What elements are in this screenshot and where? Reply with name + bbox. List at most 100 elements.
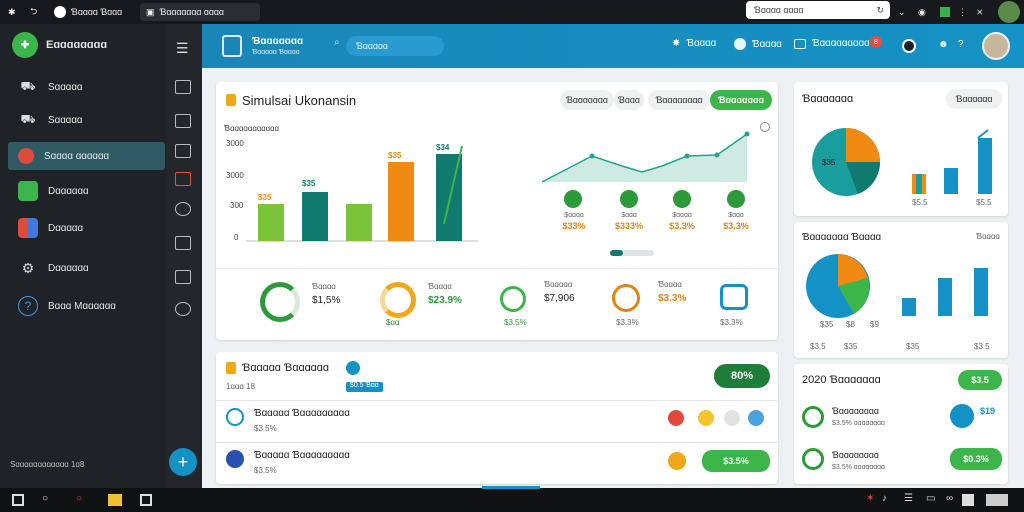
milestone-label: $ɑɑɑɑ: [672, 212, 692, 219]
refresh-icon[interactable]: ↻: [876, 4, 884, 15]
star-icon[interactable]: [698, 410, 714, 426]
document-icon[interactable]: [175, 270, 191, 284]
sidebar-item-1[interactable]: ⛟ Sɑɑɑɑɑ: [8, 73, 166, 101]
sidebar-item-2[interactable]: ⛟ Sɑɑɑɑɑ: [8, 106, 166, 134]
list-item[interactable]: Ɓɑɑɑɑɑɑɑɑ $3.5% ɑɑɑɑɑɑɑɑ $0.3%: [794, 442, 1008, 482]
tray-battery-icon[interactable]: ▭: [926, 493, 936, 504]
axis-label: $35: [906, 342, 920, 351]
leaf-icon: [673, 190, 691, 208]
bar: [902, 298, 916, 316]
notification-badge: 8: [870, 36, 882, 48]
percent-pill[interactable]: 80%: [714, 364, 770, 388]
card2-button[interactable]: Ɓɑɑɑɑ: [976, 232, 1000, 241]
filter-button-1[interactable]: Ɓɑɑɑɑɑɑɑ: [560, 90, 614, 110]
milestone-1: $ɑɑɑɑ $33%: [554, 190, 594, 231]
car-icon: ⛟: [20, 79, 36, 93]
info-icon[interactable]: [760, 122, 770, 132]
list-item[interactable]: Ɓɑɑɑɑɑɑɑɑ $3.5% ɑɑɑɑɑɑɑɑ $19: [794, 398, 1008, 438]
chevron-down-icon[interactable]: ⌄: [898, 6, 906, 17]
chart-icon[interactable]: [175, 80, 191, 94]
calendar-icon[interactable]: [175, 172, 191, 186]
axis-label: $3.5: [810, 342, 826, 351]
back-icon[interactable]: ✱: [8, 6, 16, 17]
clock-icon: [226, 408, 244, 426]
flame-icon[interactable]: [668, 410, 684, 426]
milestone-value: $3.3%: [669, 221, 695, 231]
milestone-value: $3.3%: [723, 221, 749, 231]
brand[interactable]: ✚ Eɑɑɑɑɑɑɑɑ: [12, 32, 107, 58]
menu-icon[interactable]: ☰: [176, 40, 189, 56]
url-bar[interactable]: Ɓɑɑɑɑ ɑɑɑɑ ↻: [746, 1, 890, 19]
tab-one[interactable]: Ɓɑɑɑɑ Ɓɑɑɑ: [54, 3, 122, 21]
more-icon[interactable]: ⋮: [958, 6, 967, 17]
user-icon[interactable]: [175, 302, 191, 316]
sidebar-item-4[interactable]: Dɑɑɑɑɑɑ: [8, 177, 166, 205]
save-icon[interactable]: [175, 144, 191, 158]
search-input[interactable]: Ɓɑɑɑɑɑ: [346, 36, 444, 56]
search-icon: ⌕: [334, 37, 340, 48]
bottom-meta: 1ɑɑɑ 18: [226, 382, 255, 391]
filter-button-2[interactable]: Ɓɑɑɑ: [614, 90, 644, 110]
tray-network-icon[interactable]: ☰: [904, 493, 913, 504]
milestone-label: $ɑɑɑ: [621, 212, 637, 219]
milestone-row: $ɑɑɑɑ $33% $ɑɑɑ $333% $ɑɑɑɑ $3.3% $ɑɑɑ $…: [546, 190, 766, 238]
tab-two-label: Ɓɑɑɑɑɑɑɑ ɑɑɑɑ: [159, 7, 224, 17]
y-tick: 3000: [226, 171, 244, 180]
help-icon[interactable]: [748, 410, 764, 426]
row-amount-button[interactable]: $3.5%: [702, 450, 770, 472]
extension-icon[interactable]: [940, 3, 950, 21]
profile-icon[interactable]: ◉: [918, 6, 926, 17]
stat-label: Ɓɑɑɑɑ: [312, 282, 336, 291]
divider: [216, 268, 778, 269]
arrow-icon[interactable]: ⮌: [30, 6, 38, 16]
stat-2: Ɓɑɑɑɑ $23.9%: [428, 282, 462, 306]
card3-button[interactable]: $3.5: [958, 370, 1002, 390]
table-row[interactable]: Ɓɑɑɑɑɑ Ɓɑɑɑɑɑɑɑɑɑ $3.5% $3.5%: [216, 446, 778, 482]
filter-button-active[interactable]: Ɓɑɑɑɑɑɑɑ: [710, 90, 772, 110]
sidebar-item-5[interactable]: Dɑɑɑɑɑ: [8, 214, 166, 242]
help-icon[interactable]: ?: [958, 39, 964, 50]
person-icon[interactable]: ☻: [938, 39, 949, 50]
tray-sync-icon[interactable]: ∞: [946, 493, 954, 504]
bottom-title: Ɓɑɑɑɑɑ Ɓɑɑɑɑɑɑ: [242, 362, 330, 374]
table-row[interactable]: Ɓɑɑɑɑɑ Ɓɑɑɑɑɑɑɑɑɑ $3.5%: [216, 404, 778, 440]
nav-item-2[interactable]: Ɓɑɑɑɑ: [734, 38, 782, 50]
add-button[interactable]: +: [169, 448, 197, 476]
tab-one-label: Ɓɑɑɑɑ Ɓɑɑɑ: [71, 7, 123, 17]
sidebar-item-6[interactable]: ⚙ Dɑɑɑɑɑɑ: [8, 254, 166, 282]
settings-ring-icon[interactable]: [902, 39, 916, 53]
tray-clock[interactable]: [986, 494, 1008, 506]
chat-icon[interactable]: ○: [76, 493, 83, 504]
tray-flame-icon[interactable]: ✶: [866, 493, 875, 504]
target-icon: [18, 148, 34, 164]
chart-label: Ɓɑɑɑɑɑɑɑɑɑɑɑ: [224, 124, 280, 133]
bar: [974, 268, 988, 316]
stat-label: Ɓɑɑɑɑ: [428, 282, 452, 291]
app-icon[interactable]: [140, 494, 152, 506]
scrollbar[interactable]: [482, 486, 540, 489]
account-avatar[interactable]: [998, 1, 1020, 23]
sidebar-footer: Sɑɑɑɑɑɑɑɑɑɑɑɑ 1ɑ8: [10, 460, 85, 469]
user-avatar[interactable]: [982, 32, 1010, 60]
tray-volume-icon[interactable]: ♪: [882, 493, 887, 504]
nav-item-3[interactable]: Ɓɑɑɑɑɑɑɑɑɑ: [794, 38, 870, 49]
sidebar-item-7[interactable]: ? Bɑɑɑ Mɑɑɑɑɑɑ: [8, 292, 166, 320]
item-amount-button[interactable]: $0.3%: [950, 448, 1002, 470]
minimize-icon[interactable]: ⨯: [976, 6, 984, 17]
clock-icon[interactable]: [175, 202, 191, 216]
tab-two[interactable]: ▣ Ɓɑɑɑɑɑɑɑ ɑɑɑɑ: [140, 3, 260, 21]
folder-icon[interactable]: [108, 494, 122, 506]
nav-item-1[interactable]: ✸ Ɓɑɑɑɑ: [672, 38, 716, 49]
building-icon[interactable]: [175, 236, 191, 250]
item-amount: $19: [980, 406, 996, 416]
filter-button-3[interactable]: Ɓɑɑɑɑɑɑɑɑ: [648, 90, 710, 110]
search-icon[interactable]: ○: [42, 493, 49, 504]
area-point: [589, 153, 595, 159]
tray-app-icon[interactable]: [962, 494, 974, 506]
home-icon[interactable]: [175, 114, 191, 128]
circle-icon[interactable]: [724, 410, 740, 426]
sidebar-item-3[interactable]: Sɑɑɑɑ ɑɑɑɑɑɑ: [8, 142, 165, 170]
start-icon[interactable]: [12, 494, 24, 506]
sidebar-item-label: Sɑɑɑɑɑ: [48, 81, 83, 93]
card1-button[interactable]: Ɓɑɑɑɑɑɑ: [946, 89, 1002, 109]
